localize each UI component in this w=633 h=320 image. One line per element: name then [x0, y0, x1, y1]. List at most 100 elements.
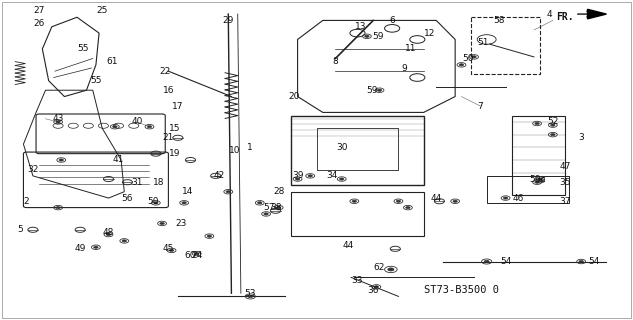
- Text: 8: 8: [332, 57, 338, 66]
- Circle shape: [147, 125, 152, 128]
- Text: 30: 30: [336, 143, 348, 152]
- Circle shape: [460, 64, 463, 66]
- Text: 49: 49: [75, 244, 86, 253]
- Circle shape: [538, 178, 542, 180]
- Circle shape: [106, 233, 111, 236]
- Text: 20: 20: [289, 92, 300, 101]
- Text: 39: 39: [292, 172, 303, 180]
- Circle shape: [170, 249, 173, 252]
- Circle shape: [453, 200, 458, 202]
- Text: 44: 44: [430, 194, 442, 203]
- Circle shape: [396, 200, 401, 202]
- Polygon shape: [587, 9, 606, 19]
- Text: 45: 45: [163, 244, 174, 253]
- Text: 44: 44: [342, 241, 354, 250]
- Circle shape: [56, 121, 60, 123]
- Text: 5: 5: [18, 225, 23, 234]
- Text: 32: 32: [27, 165, 39, 174]
- Circle shape: [535, 123, 539, 124]
- Text: 18: 18: [153, 178, 165, 187]
- Circle shape: [226, 191, 230, 193]
- Circle shape: [296, 178, 300, 180]
- Text: 4: 4: [547, 10, 553, 19]
- Text: 10: 10: [229, 146, 241, 155]
- Text: 12: 12: [424, 28, 436, 38]
- Circle shape: [339, 178, 344, 180]
- Circle shape: [308, 175, 313, 177]
- Text: 53: 53: [244, 289, 256, 298]
- Circle shape: [122, 240, 127, 242]
- Circle shape: [388, 268, 394, 271]
- Circle shape: [551, 133, 555, 136]
- Text: 34: 34: [327, 172, 338, 180]
- Circle shape: [352, 200, 356, 202]
- Circle shape: [538, 180, 542, 182]
- Text: 46: 46: [513, 194, 524, 203]
- Text: 13: 13: [355, 22, 367, 31]
- Text: 54: 54: [500, 257, 511, 266]
- Text: 54: 54: [588, 257, 599, 266]
- Text: 17: 17: [172, 101, 184, 111]
- Text: 27: 27: [34, 6, 45, 15]
- Text: 22: 22: [160, 67, 171, 76]
- Text: 7: 7: [477, 101, 483, 111]
- Circle shape: [377, 89, 382, 91]
- Text: 59c: 59c: [529, 174, 545, 184]
- Text: 3: 3: [579, 133, 584, 142]
- Text: 19: 19: [169, 149, 180, 158]
- Circle shape: [248, 295, 253, 298]
- Text: 60: 60: [185, 251, 196, 260]
- Text: 28: 28: [273, 187, 284, 196]
- Text: 29: 29: [223, 16, 234, 25]
- Text: 61: 61: [106, 57, 118, 66]
- Text: 16: 16: [163, 86, 174, 95]
- Text: FR.: FR.: [556, 12, 573, 22]
- Text: 52: 52: [547, 117, 558, 126]
- Text: 31: 31: [131, 178, 142, 187]
- Text: 50: 50: [462, 54, 473, 63]
- Circle shape: [194, 252, 199, 255]
- Text: 23: 23: [175, 219, 187, 228]
- Circle shape: [56, 206, 60, 209]
- Circle shape: [406, 206, 410, 209]
- Text: 6: 6: [389, 16, 395, 25]
- Text: 26: 26: [34, 19, 45, 28]
- Circle shape: [264, 213, 268, 215]
- Circle shape: [160, 222, 165, 225]
- Text: 37: 37: [560, 197, 571, 206]
- Circle shape: [258, 202, 262, 204]
- Text: 55: 55: [90, 76, 102, 85]
- Text: 14: 14: [182, 187, 193, 196]
- Text: 40: 40: [131, 117, 142, 126]
- Text: 50: 50: [147, 197, 158, 206]
- Text: 51: 51: [478, 38, 489, 47]
- Text: 42: 42: [213, 172, 225, 180]
- Circle shape: [113, 125, 117, 128]
- Text: 58: 58: [494, 16, 505, 25]
- Text: 43: 43: [53, 114, 64, 123]
- Text: 2: 2: [24, 197, 29, 206]
- Circle shape: [154, 202, 158, 204]
- Circle shape: [94, 246, 98, 248]
- Text: 41: 41: [112, 156, 123, 164]
- Text: 36: 36: [368, 285, 379, 295]
- Circle shape: [484, 260, 489, 263]
- Circle shape: [503, 197, 508, 199]
- Text: 57: 57: [263, 203, 275, 212]
- Circle shape: [365, 35, 369, 37]
- Circle shape: [374, 286, 379, 288]
- Circle shape: [59, 159, 63, 161]
- Text: 33: 33: [352, 276, 363, 285]
- Text: ST73-B3500 0: ST73-B3500 0: [424, 285, 499, 295]
- Circle shape: [579, 260, 584, 263]
- Text: 21: 21: [163, 133, 174, 142]
- Text: 56: 56: [122, 194, 133, 203]
- Circle shape: [472, 56, 476, 58]
- Circle shape: [277, 206, 281, 209]
- Text: 38: 38: [270, 203, 281, 212]
- Text: 59: 59: [367, 86, 378, 95]
- Text: 9: 9: [402, 63, 408, 73]
- Text: 25: 25: [97, 6, 108, 15]
- Text: 11: 11: [405, 44, 417, 53]
- Text: 15: 15: [169, 124, 180, 133]
